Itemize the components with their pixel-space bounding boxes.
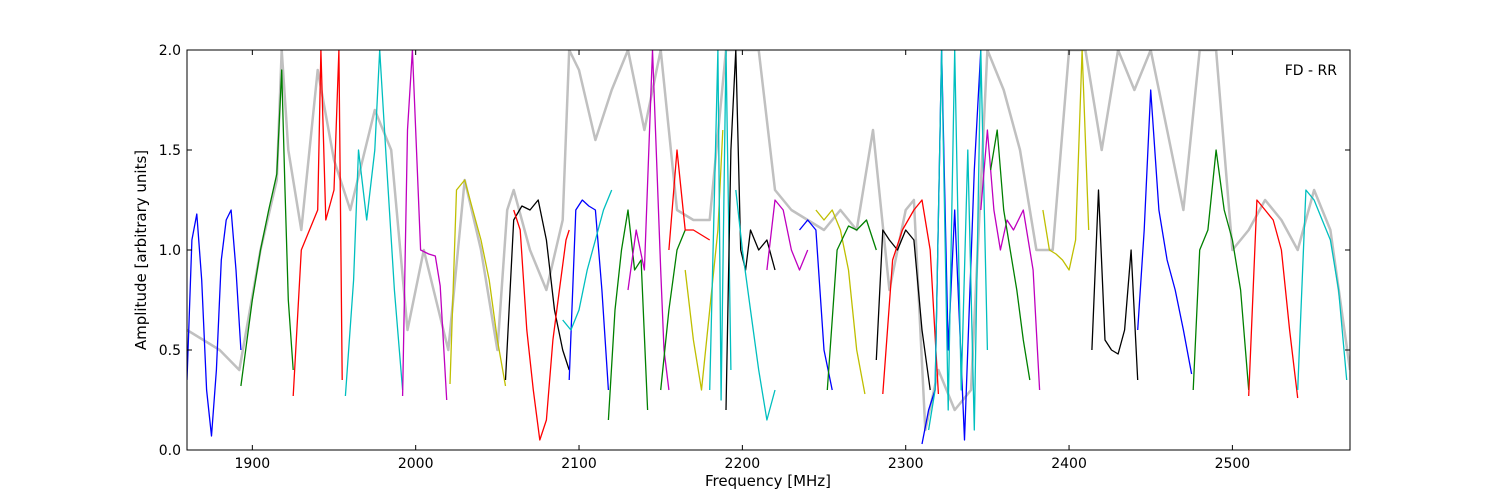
x-tick-label: 2000 [398, 456, 434, 472]
x-tick-label: 2400 [1051, 456, 1087, 472]
series-line-24 [882, 199, 940, 395]
series-layer [187, 50, 1350, 445]
series-line-23 [875, 229, 931, 391]
series-line-4 [344, 50, 404, 397]
series-line-27 [980, 129, 1041, 391]
y-axis-label: Amplitude [arbitrary units] [132, 150, 150, 350]
series-line-32 [1192, 149, 1250, 391]
series-line-1 [187, 209, 242, 437]
series-line-31 [1137, 89, 1193, 375]
series-line-22 [826, 219, 877, 391]
series-line-16 [709, 50, 732, 401]
series-line-30 [1091, 189, 1139, 381]
series-line-13 [660, 229, 686, 391]
x-axis-label: Frequency [MHz] [705, 472, 831, 490]
x-tick-label: 2500 [1215, 456, 1251, 472]
series-line-3 [292, 50, 343, 397]
series-line-12 [627, 50, 670, 391]
series-line-9 [568, 199, 610, 391]
x-tick-label: 2100 [561, 456, 597, 472]
series-line-29 [1042, 50, 1090, 271]
series-line-2 [240, 69, 294, 387]
series-line-25 [921, 50, 982, 445]
series-line-34 [1297, 189, 1348, 391]
y-tick-label: 2.0 [159, 43, 181, 59]
x-tick-label: 2200 [725, 456, 761, 472]
series-line-0 [187, 50, 1350, 432]
series-line-26 [927, 50, 989, 431]
x-tick-label: 2300 [888, 456, 924, 472]
series-line-18 [735, 189, 776, 421]
series-line-5 [401, 50, 448, 401]
y-tick-label: 0.5 [159, 343, 181, 359]
series-line-7 [504, 199, 570, 381]
plot-background [187, 50, 1350, 450]
series-line-20 [798, 219, 833, 391]
series-line-10 [562, 189, 613, 331]
series-line-33 [1248, 199, 1299, 399]
series-line-6 [449, 179, 507, 387]
chart-annotation: FD - RR [1285, 63, 1338, 79]
series-line-21 [815, 209, 866, 395]
series-line-14 [668, 149, 711, 251]
series-line-15 [684, 129, 724, 391]
x-tick-label: 1900 [235, 456, 271, 472]
y-tick-label: 1.0 [159, 243, 181, 259]
series-line-19 [766, 199, 809, 271]
y-tick-label: 1.5 [159, 143, 181, 159]
series-line-11 [607, 209, 649, 421]
ticks-layer: 1900 2000 2100 2200 2300 2400 2500 0.0 0.5 1.0 1.5… [159, 43, 1350, 472]
y-tick-label: 0.0 [159, 443, 181, 459]
series-line-8 [513, 209, 570, 441]
series-line-28 [989, 129, 1031, 381]
